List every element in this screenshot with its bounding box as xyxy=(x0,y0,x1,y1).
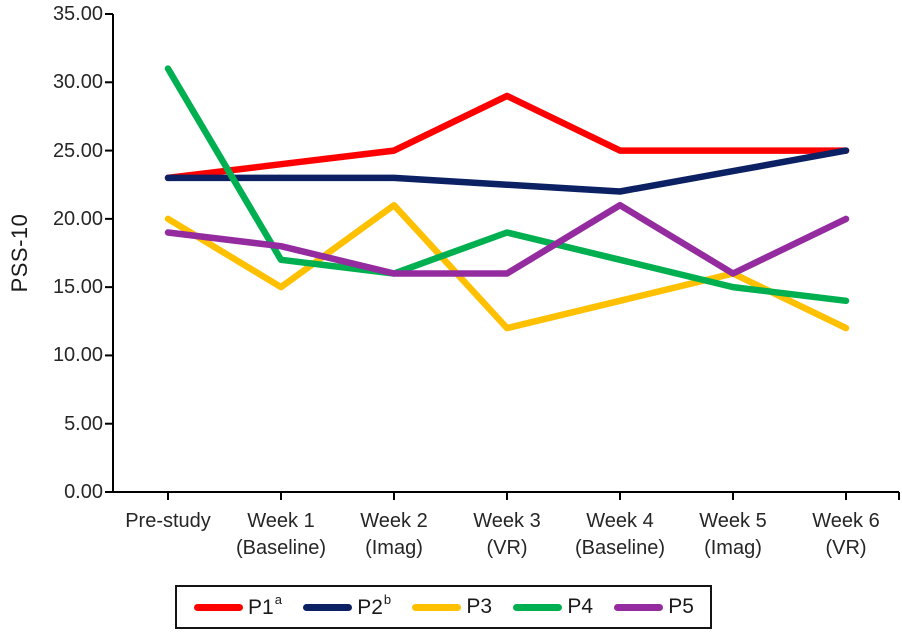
legend-item-P3: P3 xyxy=(412,595,492,619)
y-tick-label: 35.00 xyxy=(52,3,103,25)
legend-label-superscript: a xyxy=(274,592,282,607)
x-category-label: Week 6 (VR) xyxy=(812,510,880,559)
y-tick-label: 10.00 xyxy=(52,344,103,367)
x-category-label: Pre-study xyxy=(125,510,211,532)
y-tick-label: 15.00 xyxy=(52,276,103,299)
y-tick-label: 0.00 xyxy=(64,481,103,503)
legend-label: P5 xyxy=(668,595,694,618)
legend-line-swatch xyxy=(194,603,243,611)
y-tick-label: 25.00 xyxy=(52,139,103,162)
legend: P1a P2b P3 P4 P5 xyxy=(175,585,712,629)
series-line-P1 xyxy=(164,92,850,182)
x-category-label: Week 1 (Baseline) xyxy=(235,510,327,559)
legend-label-superscript: b xyxy=(383,592,392,607)
legend-line-swatch xyxy=(614,603,664,611)
legend-item-P4: P4 xyxy=(513,595,593,619)
x-category-label: Week 3 (VR) xyxy=(473,510,541,559)
legend-item-P1: P1a xyxy=(194,592,282,620)
legend-item-P2: P2b xyxy=(303,592,392,620)
legend-label: P2b xyxy=(357,592,392,619)
y-tick-label: 30.00 xyxy=(52,71,103,94)
series-line-P2 xyxy=(164,147,850,195)
legend-line-swatch xyxy=(513,603,563,611)
legend-line-swatch xyxy=(303,603,353,611)
y-tick-label: 5.00 xyxy=(64,412,103,435)
legend-label: P4 xyxy=(567,595,594,618)
series-line-P5 xyxy=(164,201,850,277)
x-category-label: Week 5 (Imag) xyxy=(699,510,767,559)
legend-label: P1a xyxy=(248,592,282,619)
x-category-label: Week 4 (Baseline) xyxy=(574,510,666,559)
legend-item-P5: P5 xyxy=(614,595,694,619)
x-category-label: Week 2 (Imag) xyxy=(360,510,428,559)
legend-line-swatch xyxy=(412,603,462,611)
legend-label: P3 xyxy=(466,595,493,618)
series-line-P4 xyxy=(164,65,850,305)
y-tick-label: 20.00 xyxy=(52,207,103,230)
